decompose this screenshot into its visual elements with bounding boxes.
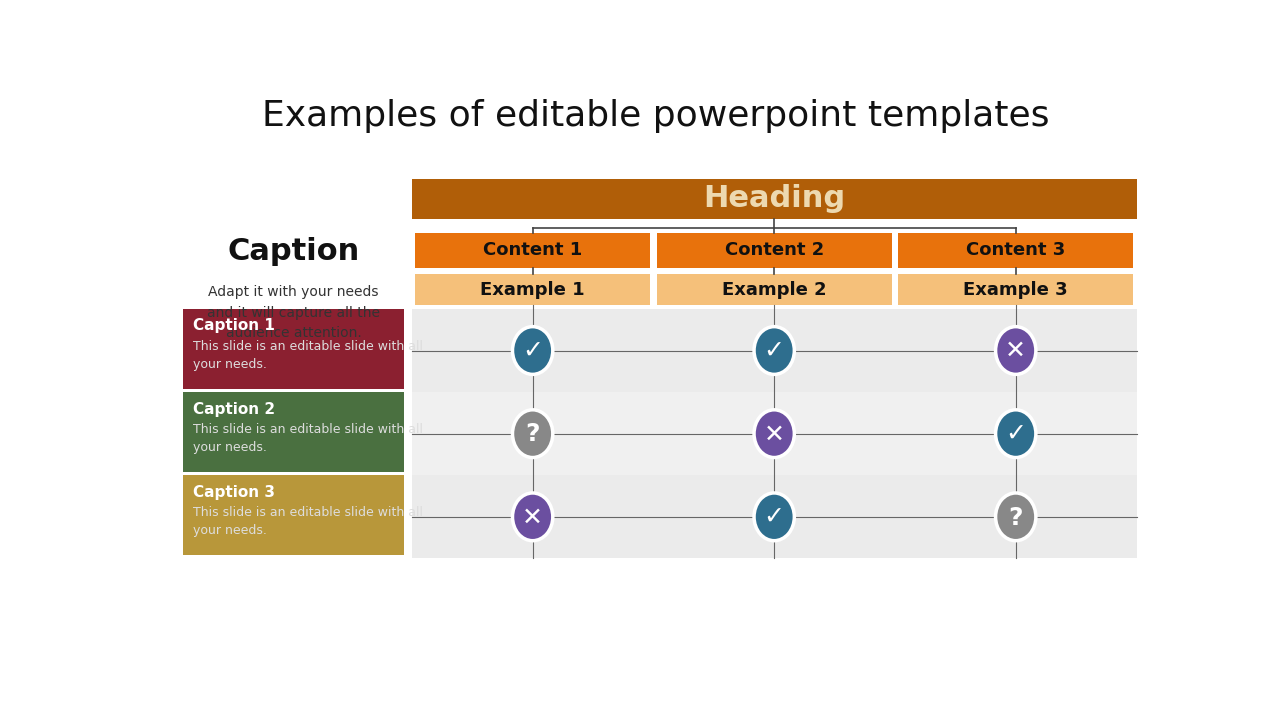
Text: ?: ? xyxy=(1009,505,1023,530)
Text: Content 2: Content 2 xyxy=(724,241,824,259)
Text: Example 2: Example 2 xyxy=(722,281,827,299)
Text: Caption 2: Caption 2 xyxy=(192,402,275,417)
FancyBboxPatch shape xyxy=(412,309,1137,392)
Text: ✕: ✕ xyxy=(522,505,543,530)
FancyBboxPatch shape xyxy=(183,475,404,555)
FancyBboxPatch shape xyxy=(183,392,404,472)
Ellipse shape xyxy=(754,327,795,374)
Text: ✕: ✕ xyxy=(764,423,785,446)
Text: This slide is an editable slide with all
your needs.: This slide is an editable slide with all… xyxy=(192,506,422,537)
Text: Caption: Caption xyxy=(228,238,360,266)
Text: ✓: ✓ xyxy=(522,338,543,362)
Text: Caption 1: Caption 1 xyxy=(192,318,274,333)
Text: This slide is an editable slide with all
your needs.: This slide is an editable slide with all… xyxy=(192,340,422,371)
Text: Caption 3: Caption 3 xyxy=(192,485,274,500)
Ellipse shape xyxy=(996,327,1036,374)
Ellipse shape xyxy=(512,327,553,374)
FancyBboxPatch shape xyxy=(415,274,650,305)
Text: Adapt it with your needs
and it will capture all the
audience attention.: Adapt it with your needs and it will cap… xyxy=(207,285,380,341)
FancyBboxPatch shape xyxy=(657,274,892,305)
Text: Content 3: Content 3 xyxy=(966,241,1065,259)
Ellipse shape xyxy=(754,493,795,541)
Text: Heading: Heading xyxy=(703,184,845,213)
Text: Example 1: Example 1 xyxy=(480,281,585,299)
Ellipse shape xyxy=(512,410,553,457)
FancyBboxPatch shape xyxy=(899,274,1133,305)
Ellipse shape xyxy=(754,410,795,457)
FancyBboxPatch shape xyxy=(412,179,1137,219)
FancyBboxPatch shape xyxy=(412,475,1137,559)
Text: ✓: ✓ xyxy=(764,505,785,528)
FancyBboxPatch shape xyxy=(412,392,1137,475)
Text: Examples of editable powerpoint templates: Examples of editable powerpoint template… xyxy=(262,99,1050,132)
FancyBboxPatch shape xyxy=(899,233,1133,268)
Text: This slide is an editable slide with all
your needs.: This slide is an editable slide with all… xyxy=(192,423,422,454)
Ellipse shape xyxy=(512,493,553,541)
Text: ✓: ✓ xyxy=(1005,422,1027,446)
Text: ✕: ✕ xyxy=(1005,339,1027,364)
Text: Content 1: Content 1 xyxy=(483,241,582,259)
FancyBboxPatch shape xyxy=(183,309,404,389)
Text: ✓: ✓ xyxy=(764,338,785,362)
Ellipse shape xyxy=(996,493,1036,541)
FancyBboxPatch shape xyxy=(415,233,650,268)
Ellipse shape xyxy=(996,410,1036,457)
FancyBboxPatch shape xyxy=(657,233,892,268)
Text: Example 3: Example 3 xyxy=(964,281,1068,299)
Text: ?: ? xyxy=(525,423,540,446)
